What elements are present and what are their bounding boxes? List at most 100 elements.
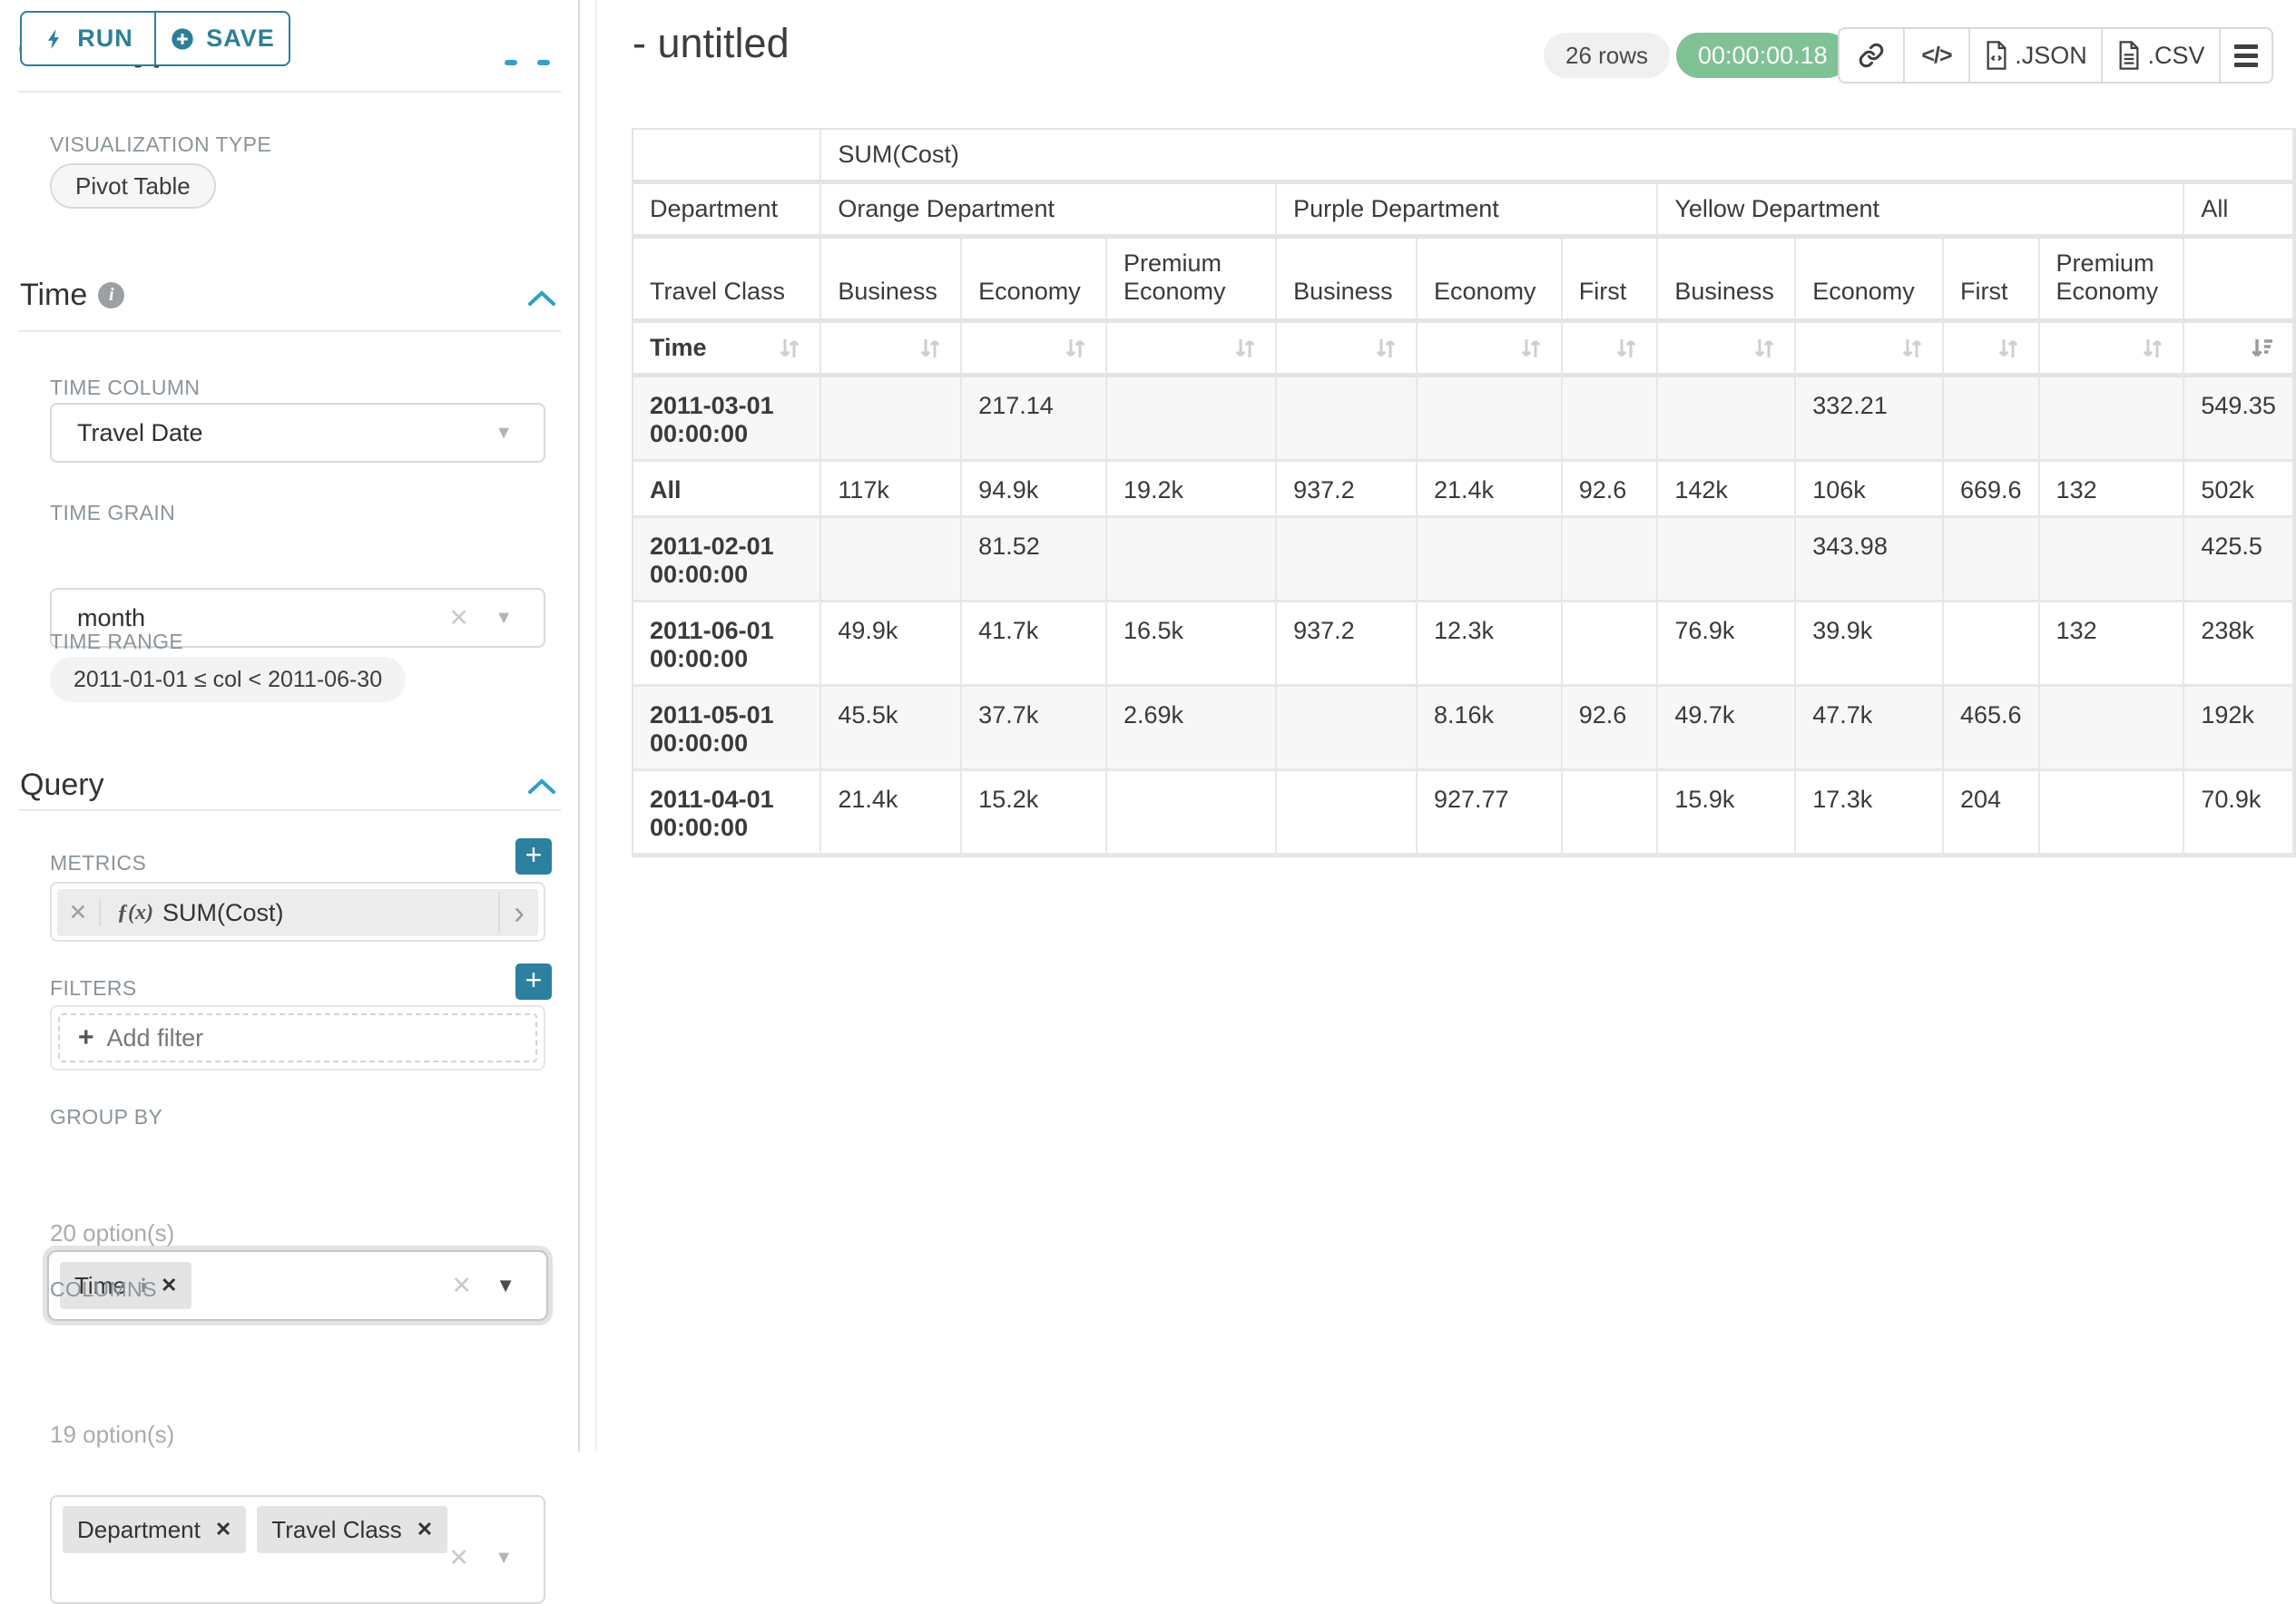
remove-chip-icon[interactable]: ✕: [416, 1518, 434, 1540]
export-csv-button[interactable]: .CSV: [2101, 29, 2219, 82]
sort-toggle-icon[interactable]: [1517, 335, 1545, 362]
pivot-metric-row: SUM(Cost): [633, 130, 2294, 184]
chevron-up-icon[interactable]: [526, 777, 557, 797]
pivot-value-cell: [2039, 687, 2185, 771]
pivot-value-cell: [1277, 518, 1418, 602]
remove-chip-icon[interactable]: ✕: [214, 1518, 232, 1540]
chevron-up-icon[interactable]: [526, 289, 557, 308]
pivot-value-cell: 15.2k: [962, 771, 1107, 856]
panel-gap-divider: [595, 0, 597, 1452]
more-options-button[interactable]: [2219, 29, 2271, 82]
caret-down-icon[interactable]: ▼: [495, 422, 513, 443]
pivot-value-cell: 41.7k: [962, 602, 1107, 687]
pivot-value-cell: 49.7k: [1658, 687, 1797, 771]
time-column-label: TIME COLUMN: [50, 376, 201, 399]
chart-title[interactable]: - untitled: [633, 20, 790, 66]
pivot-row-header: All: [633, 462, 822, 518]
pivot-row-header: 2011-06-01 00:00:00: [633, 602, 822, 687]
columns-select[interactable]: Department ✕ Travel Class ✕ ✕ ▼: [50, 1495, 545, 1604]
clear-icon[interactable]: ✕: [448, 603, 469, 631]
pivot-value-cell: [1562, 602, 1659, 687]
superset-explore-page: { "icons": { "info": "i", "clear": "✕", …: [18, 0, 2296, 1604]
pivot-table-container: SUM(Cost) Department Orange Department Purp…: [632, 128, 2296, 857]
pivot-data-row: 2011-02-01 00:00:00 81.52 343.98 425.5: [633, 518, 2294, 602]
group-by-chip-time[interactable]: Time i ✕: [60, 1262, 192, 1309]
pivot-value-cell: [1943, 518, 2040, 602]
time-range-pill[interactable]: 2011-01-01 ≤ col < 2011-06-30: [50, 657, 407, 702]
view-query-button[interactable]: </>: [1903, 29, 1968, 82]
pivot-value-cell: [2039, 377, 2185, 462]
pivot-value-cell: 465.6: [1943, 687, 2040, 771]
columns-chip-travel-class[interactable]: Travel Class ✕: [257, 1506, 448, 1553]
share-link-button[interactable]: [1840, 29, 1903, 82]
run-save-button-group: RUN SAVE: [20, 11, 290, 66]
pivot-value-cell: [1658, 377, 1797, 462]
pivot-value-cell: 132: [2039, 602, 2185, 687]
sort-toggle-icon[interactable]: [1995, 335, 2022, 362]
sort-toggle-icon[interactable]: [776, 335, 803, 362]
export-json-button[interactable]: .JSON: [1968, 29, 2101, 82]
query-section-header: Query: [20, 768, 104, 803]
clear-icon[interactable]: ✕: [451, 1271, 472, 1299]
sort-toggle-icon[interactable]: [1231, 335, 1259, 362]
pivot-col-group-header: Purple Department: [1277, 184, 1659, 239]
pivot-col-group-header: Yellow Department: [1658, 184, 2185, 239]
pivot-value-cell: 92.6: [1562, 687, 1659, 771]
pivot-value-cell: 332.21: [1796, 377, 1944, 462]
clipped-panel-icon: [537, 60, 550, 65]
caret-down-icon[interactable]: ▼: [495, 1548, 513, 1568]
clear-icon[interactable]: ✕: [448, 1544, 469, 1571]
sort-toggle-icon[interactable]: [2139, 335, 2166, 362]
chip-label: Travel Class: [271, 1515, 402, 1543]
csv-file-icon: [2120, 41, 2139, 70]
filters-box: + Add filter: [50, 1005, 545, 1071]
columns-option-count: 19 option(s): [50, 1421, 175, 1448]
sort-toggle-icon[interactable]: [1899, 335, 1926, 362]
pivot-sort-header: [821, 323, 963, 377]
save-button[interactable]: SAVE: [154, 13, 289, 64]
visualization-type-pill[interactable]: Pivot Table: [50, 163, 216, 209]
add-metric-button[interactable]: +: [515, 838, 552, 875]
time-grain-select[interactable]: month ✕ ▼: [50, 588, 545, 648]
pivot-value-cell: [1562, 377, 1659, 462]
pivot-sort-header: [1658, 323, 1797, 377]
group-by-select[interactable]: Time i ✕ ✕ ▼: [47, 1250, 548, 1321]
pivot-value-cell: [1277, 377, 1418, 462]
remove-metric-icon[interactable]: ✕: [57, 899, 101, 926]
metric-chip[interactable]: ✕ ƒ(x) SUM(Cost) ›: [57, 889, 538, 936]
sort-cell: [838, 335, 944, 362]
sort-toggle-icon[interactable]: [1372, 335, 1399, 362]
chevron-right-icon[interactable]: ›: [498, 893, 538, 933]
pivot-sort-header: [2039, 323, 2185, 377]
caret-down-icon[interactable]: ▼: [496, 1274, 515, 1296]
sort-descending-active-icon[interactable]: [2249, 335, 2276, 362]
pivot-value-cell: 12.3k: [1417, 602, 1563, 687]
columns-label: COLUMNS: [50, 1277, 157, 1301]
add-filter-label: Add filter: [106, 1023, 204, 1051]
pivot-sort-row: Time: [633, 323, 2294, 377]
pivot-value-cell: 37.7k: [962, 687, 1107, 771]
pivot-col-header: [2184, 239, 2294, 323]
pivot-row-header: 2011-03-01 00:00:00: [633, 377, 822, 462]
run-button[interactable]: RUN: [22, 13, 154, 64]
sort-toggle-icon[interactable]: [917, 335, 944, 362]
remove-chip-icon[interactable]: ✕: [160, 1274, 178, 1296]
caret-down-icon[interactable]: ▼: [495, 607, 513, 628]
time-column-select[interactable]: Travel Date ▼: [50, 403, 545, 463]
pivot-value-cell: [1943, 377, 2040, 462]
chip-label: Department: [77, 1515, 201, 1543]
plus-icon: +: [78, 1022, 94, 1052]
query-timer-badge: 00:00:00.18: [1676, 33, 1850, 78]
add-filter-plus-button[interactable]: +: [515, 963, 552, 1000]
add-filter-button[interactable]: + Add filter: [58, 1013, 537, 1062]
sort-toggle-icon[interactable]: [1062, 335, 1089, 362]
pivot-value-cell: 669.6: [1943, 462, 2040, 518]
link-icon: [1859, 43, 1884, 68]
sort-toggle-icon[interactable]: [1751, 335, 1778, 362]
pivot-data-row: All 117k 94.9k 19.2k 937.2 21.4k 92.6 142k 106k 6…: [633, 462, 2294, 518]
filters-label: FILTERS: [50, 976, 137, 1000]
columns-chip-department[interactable]: Department ✕: [63, 1506, 247, 1553]
sort-toggle-icon[interactable]: [1613, 335, 1640, 362]
pivot-value-cell: 21.4k: [1417, 462, 1563, 518]
sort-cell: [978, 335, 1089, 362]
